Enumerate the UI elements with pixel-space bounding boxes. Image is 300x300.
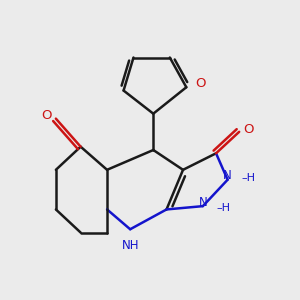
- Text: NH: NH: [122, 238, 139, 252]
- Text: O: O: [41, 110, 52, 122]
- Text: –H: –H: [242, 173, 256, 183]
- Text: O: O: [195, 77, 206, 91]
- Text: N: N: [199, 196, 207, 209]
- Text: –H: –H: [217, 203, 231, 213]
- Text: N: N: [223, 169, 232, 182]
- Text: O: O: [243, 123, 254, 136]
